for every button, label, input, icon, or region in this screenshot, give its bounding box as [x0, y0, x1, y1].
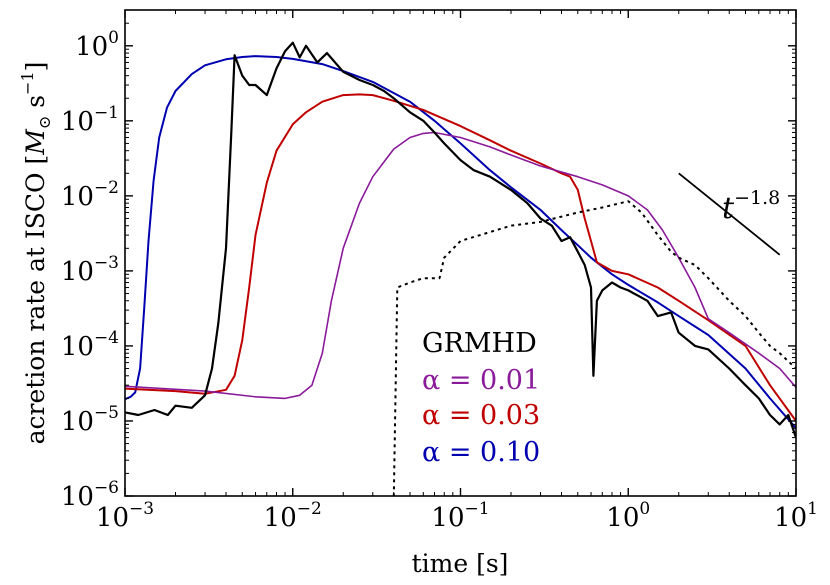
legend-entry: α = 0.01 — [422, 365, 540, 396]
series-line-0-03 — [125, 93, 796, 422]
legend: GRMHD α = 0.01 α = 0.03 α = 0.10 — [422, 328, 540, 468]
y-tick-label: 10−4 — [61, 328, 119, 362]
x-tick-label: 10−2 — [264, 499, 322, 533]
y-axis-label-unit-exponent: −1 — [18, 71, 37, 95]
x-tick-label: 10−3 — [96, 499, 154, 533]
x-tick-label: 100 — [606, 499, 650, 533]
y-axis-label-close: ] — [21, 62, 50, 72]
y-axis-label-subscript: ⊙ — [35, 116, 54, 129]
y-tick-label: 10−2 — [61, 178, 119, 212]
y-tick-label: 100 — [75, 28, 119, 62]
y-axis-label-text: acretion rate at ISCO [ — [21, 155, 50, 445]
y-axis-label: acretion rate at ISCO [M⊙ s−1] — [18, 62, 54, 445]
slope-label: t−1.8 — [722, 187, 780, 226]
series-line-grmhd — [125, 41, 796, 438]
y-tick-label: 10−3 — [61, 253, 119, 287]
y-tick-label: 10−5 — [61, 403, 119, 437]
y-axis-label-unit: s — [21, 95, 50, 116]
legend-entry: α = 0.03 — [422, 400, 540, 431]
legend-entry: GRMHD — [422, 328, 537, 359]
series-line-0-01 — [125, 131, 796, 400]
x-tick-label: 101 — [774, 499, 818, 533]
y-axis-label-symbol: M — [21, 128, 50, 156]
slope-annotation: t−1.8 — [678, 172, 781, 256]
y-tick-label: 10−1 — [61, 103, 119, 137]
tick-layer: 10−3 10−2 10−1 100 101 10−6 10−5 10−4 10−3 10−2 10… — [61, 10, 818, 533]
x-axis-label: time [s] — [412, 549, 509, 578]
y-tick-label: 10−6 — [61, 478, 119, 512]
series-line-dotted — [392, 200, 796, 496]
slope-line — [678, 172, 781, 256]
series-layer — [125, 41, 796, 496]
x-tick-label: 10−1 — [431, 499, 489, 533]
legend-entry: α = 0.10 — [422, 437, 540, 468]
